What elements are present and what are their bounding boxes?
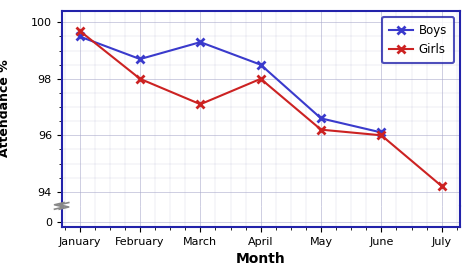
Legend: Boys, Girls: Boys, Girls [382, 17, 454, 63]
Boys [77, 35, 82, 38]
Line: Girls: Girls [75, 27, 446, 190]
Girls [137, 77, 143, 81]
Girls [379, 134, 384, 137]
Girls [198, 102, 203, 106]
Text: Attendance %: Attendance % [0, 60, 11, 157]
Boys [198, 40, 203, 44]
Girls [77, 29, 82, 32]
Line: Boys: Boys [75, 32, 385, 137]
Boys [137, 57, 143, 61]
Girls [318, 128, 324, 131]
X-axis label: Month: Month [236, 252, 285, 266]
Boys [258, 63, 264, 66]
Boys [379, 131, 384, 134]
Girls [258, 77, 264, 81]
Girls [439, 184, 445, 188]
Boys [318, 117, 324, 120]
